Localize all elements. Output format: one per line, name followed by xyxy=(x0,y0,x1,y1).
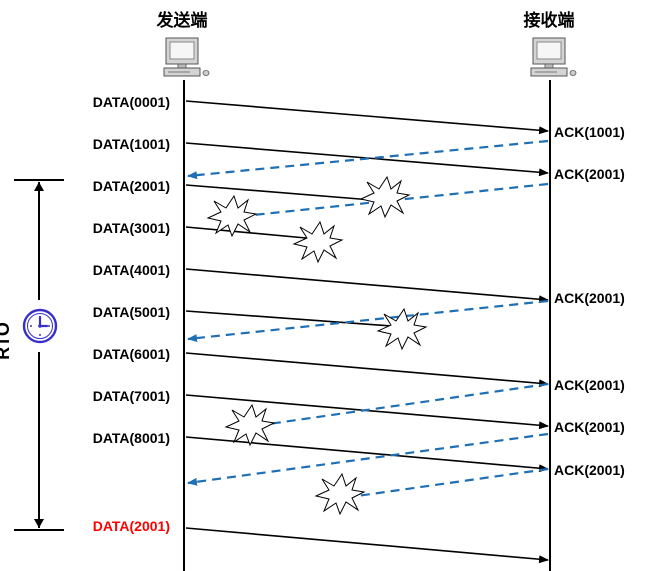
ack-arrow xyxy=(187,299,549,343)
lost-data-arrow xyxy=(185,184,373,201)
data-label: DATA(0001) xyxy=(93,94,170,110)
lost-ack-arrow xyxy=(261,382,549,427)
burst-loss-icon xyxy=(292,220,344,264)
data-label: DATA(1001) xyxy=(93,136,170,152)
data-label: DATA(8001) xyxy=(93,430,170,446)
burst-loss-icon xyxy=(206,194,258,238)
ack-label: ACK(2001) xyxy=(554,377,625,393)
burst-loss-icon xyxy=(314,472,366,516)
data-label: DATA(2001) xyxy=(93,178,170,194)
burst-loss-icon xyxy=(376,307,428,351)
ack-label: ACK(2001) xyxy=(554,462,625,478)
data-label: DATA(6001) xyxy=(93,346,170,362)
ack-arrow xyxy=(187,139,549,180)
desktop-computer-icon xyxy=(163,37,210,77)
ack-label: ACK(2001) xyxy=(554,419,625,435)
lost-data-arrow xyxy=(185,310,393,327)
retransmission-arrow xyxy=(185,527,549,564)
lost-ack-arrow xyxy=(349,467,549,499)
ack-arrow xyxy=(187,432,549,486)
ack-label: ACK(2001) xyxy=(554,290,625,306)
clock-icon xyxy=(22,308,58,344)
ack-label: ACK(1001) xyxy=(554,124,625,140)
data-arrow xyxy=(185,436,549,473)
data-arrow xyxy=(185,268,549,304)
burst-loss-icon xyxy=(359,175,411,219)
rto-up-arrowhead xyxy=(34,182,44,191)
data-label: DATA(3001) xyxy=(93,220,170,236)
data-label: DATA(7001) xyxy=(93,388,170,404)
data-label: DATA(4001) xyxy=(93,262,170,278)
receiver-label: 接收端 xyxy=(524,10,575,31)
ack-label: ACK(2001) xyxy=(554,166,625,182)
burst-loss-icon xyxy=(224,403,276,447)
rto-label: RTO xyxy=(0,322,13,360)
rto-down-arrowhead xyxy=(34,519,44,528)
retransmitted-data-label: DATA(2001) xyxy=(93,518,170,534)
data-arrow xyxy=(185,100,549,135)
lost-data-arrow xyxy=(185,226,307,239)
sender-label: 发送端 xyxy=(156,10,208,31)
data-label: DATA(5001) xyxy=(93,304,170,320)
desktop-computer-icon xyxy=(530,37,577,77)
data-arrow xyxy=(185,352,549,388)
